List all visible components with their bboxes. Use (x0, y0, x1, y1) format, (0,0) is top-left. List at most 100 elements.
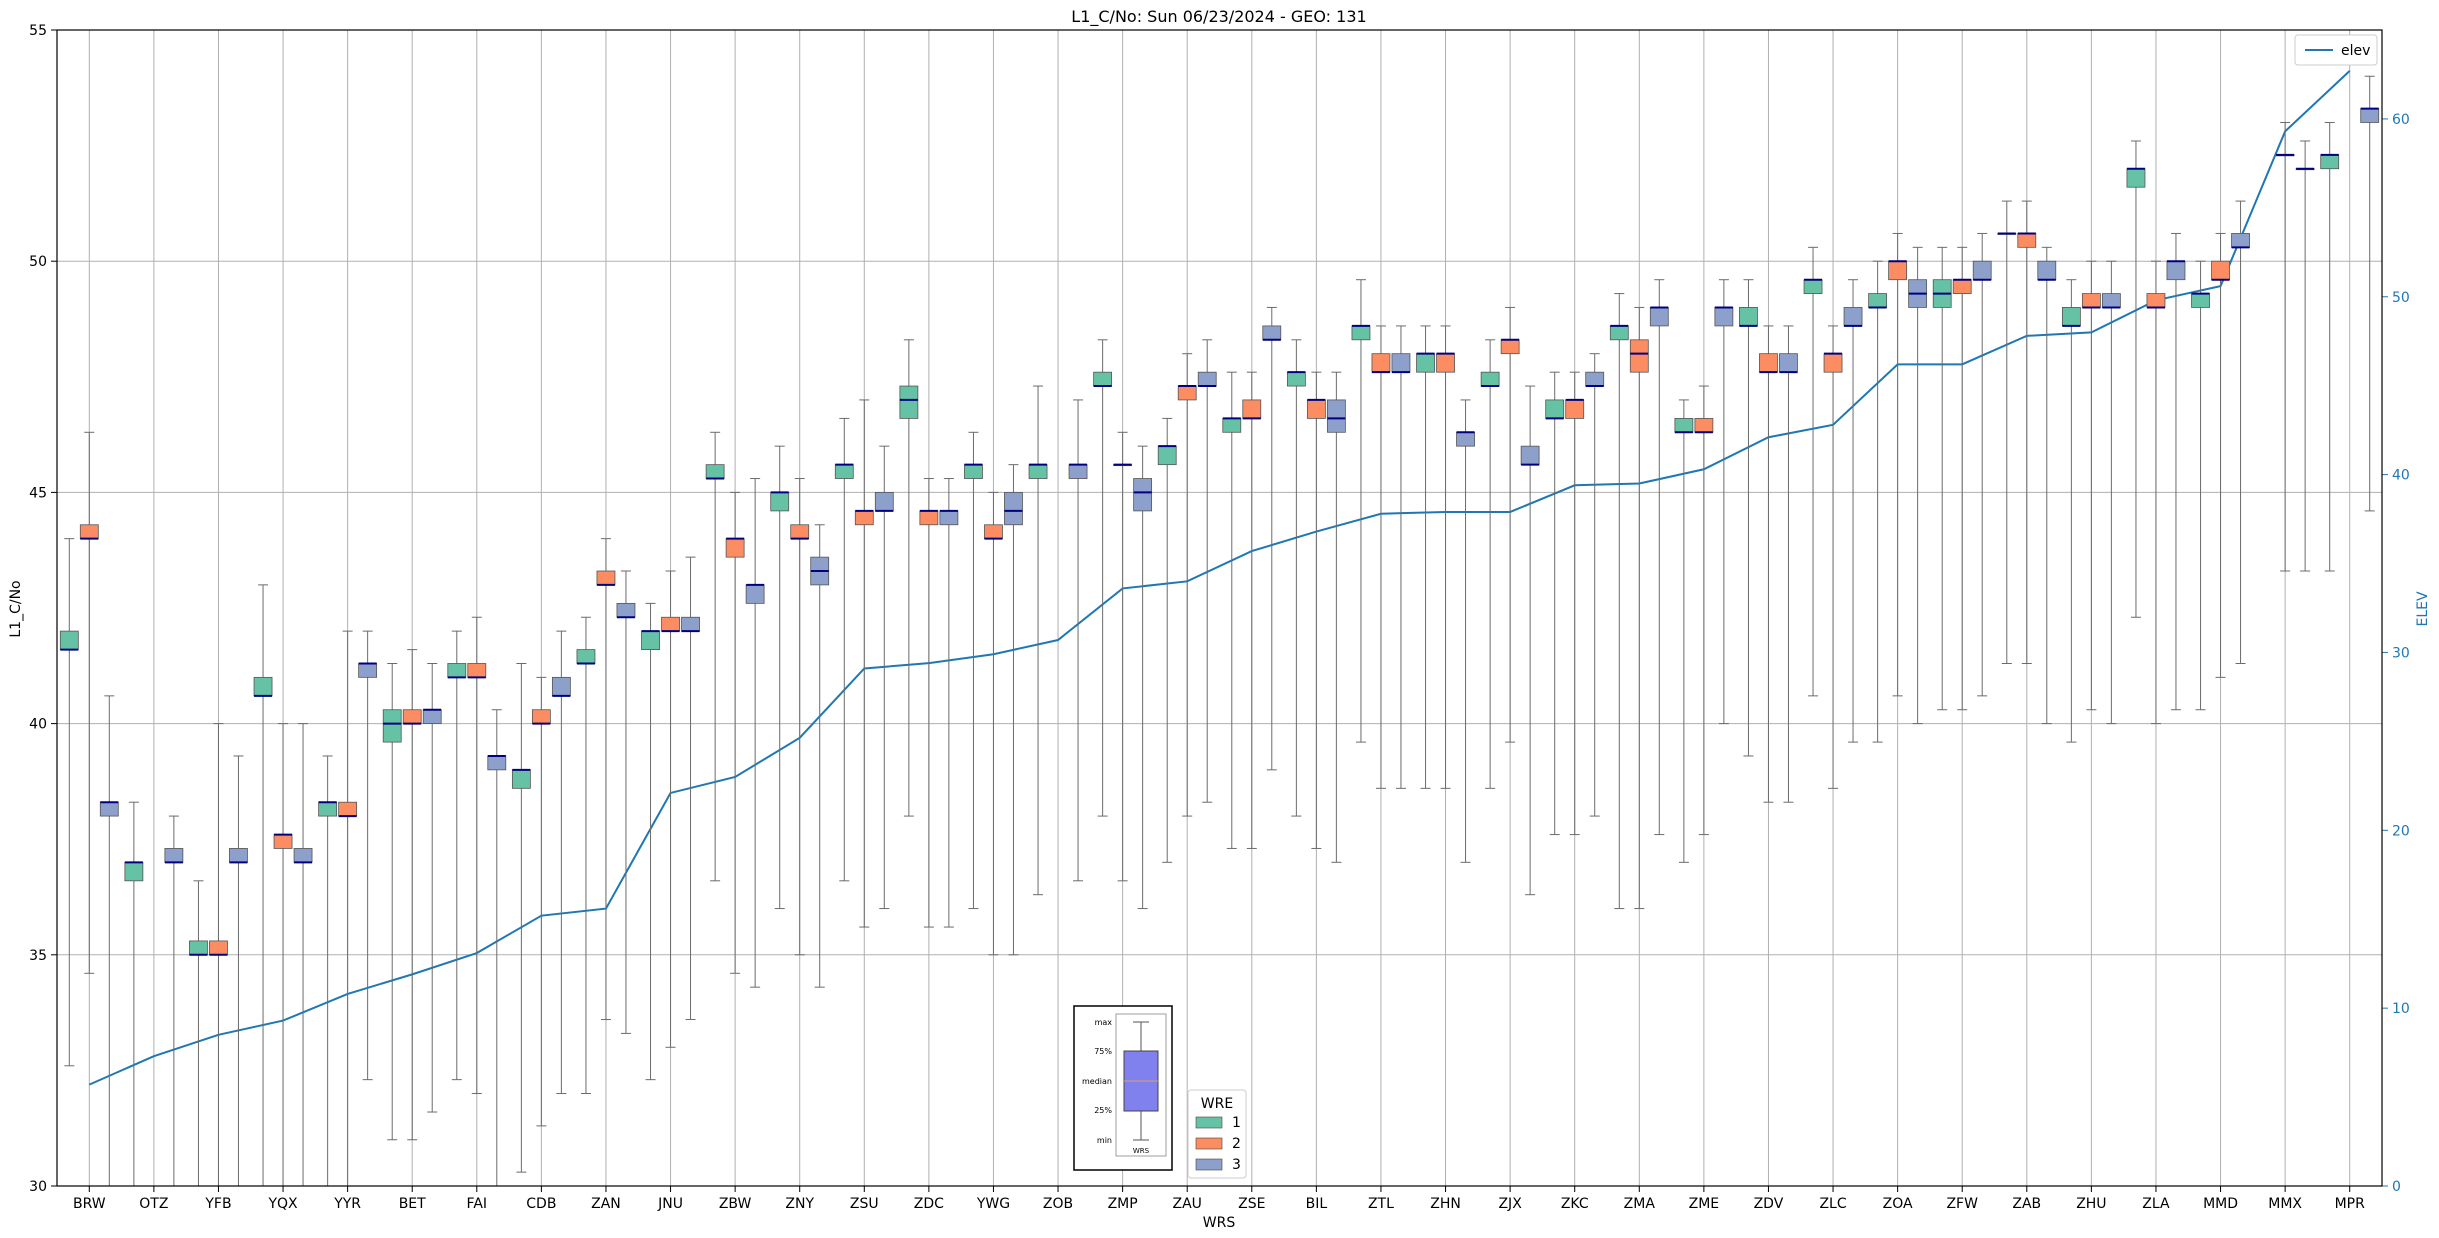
box-wre-2 (854, 510, 874, 526)
elev-legend-box (2294, 34, 2378, 66)
x-tick-label: ZFW (1946, 1196, 1978, 1212)
x-tick-label: ZHU (2076, 1196, 2106, 1212)
box-wre-1 (1222, 418, 1242, 433)
box-wre-1 (1157, 445, 1177, 466)
box-wre-2 (1629, 339, 1649, 373)
box-wre-2 (2081, 293, 2101, 308)
chart-title: L1_C/No: Sun 06/23/2024 - GEO: 131 (1071, 7, 1366, 27)
box-wre-2 (1242, 399, 1262, 419)
box-wre-2 (790, 524, 810, 540)
y2-tick-label: 40 (2392, 468, 2410, 484)
y-tick-label: 50 (29, 254, 47, 270)
y2-tick-label: 20 (2392, 823, 2410, 839)
box-wre-1 (1674, 418, 1694, 433)
box-wre-3 (1133, 478, 1153, 512)
box-wre-3 (99, 801, 119, 817)
x-tick-label: CDB (526, 1196, 556, 1212)
inset-label-max: max (1095, 1018, 1113, 1027)
wre-legend-swatch-1 (1195, 1116, 1223, 1129)
elev-series (88, 70, 2351, 1086)
box-wre-3 (1972, 260, 1992, 281)
inset-xlabel: WRS (1133, 1147, 1150, 1155)
box-wre-2 (1952, 279, 1972, 294)
box-wre-2 (79, 524, 99, 540)
x-tick-label: FAI (467, 1196, 487, 1212)
x-tick-label: ZTL (1368, 1196, 1394, 1212)
box-wre-2 (273, 834, 293, 849)
x-tick-label: ZNY (785, 1196, 814, 1212)
box-wre-3 (1068, 464, 1088, 479)
box-wre-3 (358, 663, 378, 678)
box-wre-1 (2320, 154, 2340, 170)
box-wre-3 (293, 848, 313, 863)
x-tick-label: MPR (2335, 1196, 2366, 1212)
box-wre-3 (939, 510, 959, 526)
x-tick-label: ZAU (1172, 1196, 1201, 1212)
x-tick-label: YWG (976, 1196, 1010, 1212)
box-wre-2 (209, 940, 228, 956)
box-wre-1 (1803, 279, 1823, 294)
box-wre-3 (2231, 233, 2250, 248)
x-tick-label: ZME (1689, 1196, 1720, 1212)
box-wre-3 (1456, 431, 1475, 447)
box-wre-3 (1004, 491, 1023, 526)
box-wre-1 (511, 769, 531, 789)
box-wre-2 (1371, 353, 1391, 373)
wre-legend-box (1187, 1089, 1247, 1179)
box-wre-2 (725, 538, 745, 558)
x-tick-label: MMD (2203, 1196, 2238, 1212)
x-tick-label: ZMA (1624, 1196, 1656, 1212)
box-wre-2 (2017, 233, 2037, 248)
box-wre-1 (253, 676, 273, 697)
box-wre-3 (1714, 307, 1734, 327)
x-tick-label: BET (399, 1196, 426, 1212)
box-wre-2 (2211, 260, 2230, 281)
box-wre-1 (382, 709, 402, 743)
axes: 30 35 40 45 50 55 0 10 20 30 40 50 60 BRW OTZ YFB YQX YYR… (29, 23, 2410, 1212)
y2-tick-label: 50 (2392, 290, 2410, 306)
y-tick-label: 55 (29, 23, 47, 39)
box-wre-2 (1888, 260, 1908, 281)
box-wre-1 (1739, 307, 1758, 327)
box-wre-3 (2101, 293, 2121, 308)
inset-label-median: median (1082, 1077, 1112, 1086)
box-wre-3 (2166, 260, 2186, 281)
box-wre-1 (2191, 293, 2210, 308)
box-wre-1 (899, 385, 919, 419)
box-wre-2 (1759, 353, 1778, 373)
wre-legend-swatch-3 (1195, 1158, 1223, 1171)
box-wre-3 (2037, 260, 2057, 281)
x-tick-label: JNU (657, 1196, 683, 1212)
box-wre-1 (124, 861, 144, 882)
box-wre-1 (59, 630, 79, 651)
wre-legend-swatch-2 (1195, 1137, 1223, 1150)
inset-label-q1: 25% (1094, 1106, 1112, 1115)
box-wre-2 (2146, 293, 2166, 308)
box-wre-2 (467, 663, 487, 678)
x-tick-label: ZBW (719, 1196, 752, 1212)
wre-legend-label-1: 1 (1232, 1115, 1241, 1131)
x-tick-label: ZSE (1238, 1196, 1265, 1212)
box-wre-3 (1262, 325, 1282, 341)
box-wre-3 (2360, 108, 2380, 123)
box-wre-3 (551, 676, 571, 697)
x-tick-label: YFB (204, 1196, 231, 1212)
box-wre-1 (2126, 168, 2146, 188)
x-tick-label: ZSU (850, 1196, 879, 1212)
elev-legend-label: elev (2341, 43, 2370, 59)
box-wre-1 (1609, 325, 1629, 341)
y2-tick-label: 0 (2392, 1179, 2401, 1195)
box-wre-3 (1585, 371, 1605, 387)
wre-legend-label-3: 3 (1232, 1157, 1241, 1173)
box-wre-3 (422, 709, 442, 725)
box-wre-3 (616, 602, 636, 618)
x-tick-label: BRW (73, 1196, 106, 1212)
inset-label-min: min (1097, 1136, 1112, 1145)
x-tick-label: ZDC (914, 1196, 944, 1212)
box-wre-1 (1093, 371, 1113, 387)
box-wre-2 (402, 709, 422, 725)
box-wre-1 (834, 464, 854, 479)
box-wre-2 (1694, 418, 1714, 433)
